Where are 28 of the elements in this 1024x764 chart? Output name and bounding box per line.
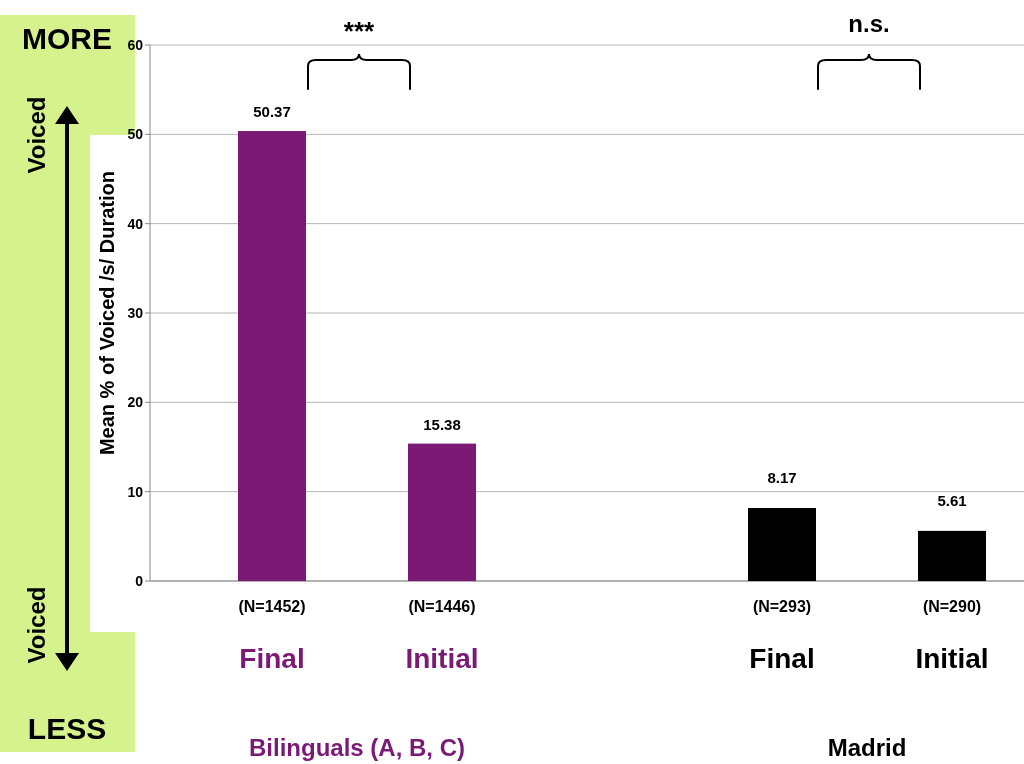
data-label: 50.37: [253, 103, 291, 121]
y-tick-label: 0: [135, 572, 144, 589]
y-tick-label: 10: [127, 483, 144, 500]
text: Bilinguals (A, B, C): [249, 734, 465, 761]
y-tick-label: 60: [127, 36, 144, 53]
text: MORE: [22, 22, 112, 55]
y-tick-label: 30: [127, 304, 144, 321]
bar: [748, 508, 816, 581]
text: LESS: [27, 712, 107, 745]
data-label: 15.38: [423, 415, 461, 433]
text: n.s.: [848, 10, 890, 37]
y-tick-label: 40: [127, 215, 144, 232]
data-label: 8.17: [767, 469, 797, 487]
category-label: (N=1452) Final: [238, 598, 306, 674]
data-label: 5.61: [937, 491, 967, 509]
category-label: (N=293) Final: [749, 598, 815, 674]
y-axis-title: Mean % of Voiced /s/ Duration: [96, 170, 118, 456]
text: Voiced: [23, 96, 50, 174]
text: Voiced: [23, 586, 50, 664]
annotation: ***: [343, 16, 376, 46]
bar: [918, 530, 986, 581]
bar: [408, 443, 476, 581]
text: Madrid: [827, 734, 907, 761]
category-label: (N=1446) Initial: [405, 598, 479, 674]
bar: [238, 131, 306, 581]
y-tick-label: 50: [127, 126, 144, 143]
y-tick-label: 20: [127, 394, 144, 411]
category-label: (N=290) Initial: [915, 598, 989, 674]
